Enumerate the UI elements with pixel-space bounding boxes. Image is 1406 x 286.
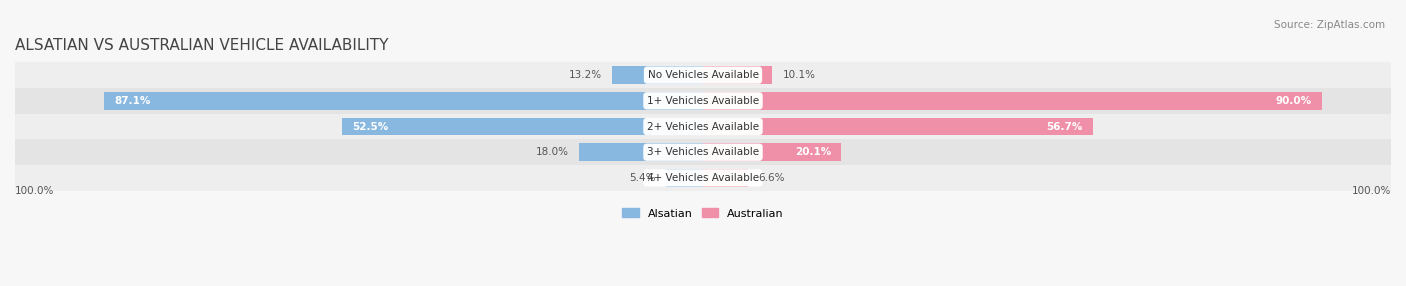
Bar [579,144,703,161]
Text: 4+ Vehicles Available: 4+ Vehicles Available [647,173,759,183]
Bar [15,62,1391,88]
Bar [703,144,841,161]
Bar [612,66,703,84]
Text: 20.1%: 20.1% [794,147,831,157]
Bar [703,169,748,187]
Text: 3+ Vehicles Available: 3+ Vehicles Available [647,147,759,157]
Text: 56.7%: 56.7% [1046,122,1083,132]
Bar [666,169,703,187]
Text: 87.1%: 87.1% [114,96,150,106]
Text: 100.0%: 100.0% [1351,186,1391,196]
Text: 52.5%: 52.5% [352,122,388,132]
Text: 2+ Vehicles Available: 2+ Vehicles Available [647,122,759,132]
Text: No Vehicles Available: No Vehicles Available [648,70,758,80]
Text: ALSATIAN VS AUSTRALIAN VEHICLE AVAILABILITY: ALSATIAN VS AUSTRALIAN VEHICLE AVAILABIL… [15,38,388,53]
Bar [15,165,1391,191]
Bar [342,118,703,135]
Text: 6.6%: 6.6% [759,173,785,183]
Text: Source: ZipAtlas.com: Source: ZipAtlas.com [1274,20,1385,30]
Bar [15,88,1391,114]
Bar [104,92,703,110]
Text: 18.0%: 18.0% [536,147,569,157]
Legend: Alsatian, Australian: Alsatian, Australian [617,204,789,223]
Bar [703,92,1322,110]
Bar [703,118,1092,135]
Bar [15,139,1391,165]
Bar [15,114,1391,139]
Bar [703,66,772,84]
Text: 100.0%: 100.0% [15,186,55,196]
Text: 5.4%: 5.4% [628,173,655,183]
Text: 1+ Vehicles Available: 1+ Vehicles Available [647,96,759,106]
Text: 90.0%: 90.0% [1275,96,1312,106]
Text: 10.1%: 10.1% [783,70,815,80]
Text: 13.2%: 13.2% [569,70,602,80]
